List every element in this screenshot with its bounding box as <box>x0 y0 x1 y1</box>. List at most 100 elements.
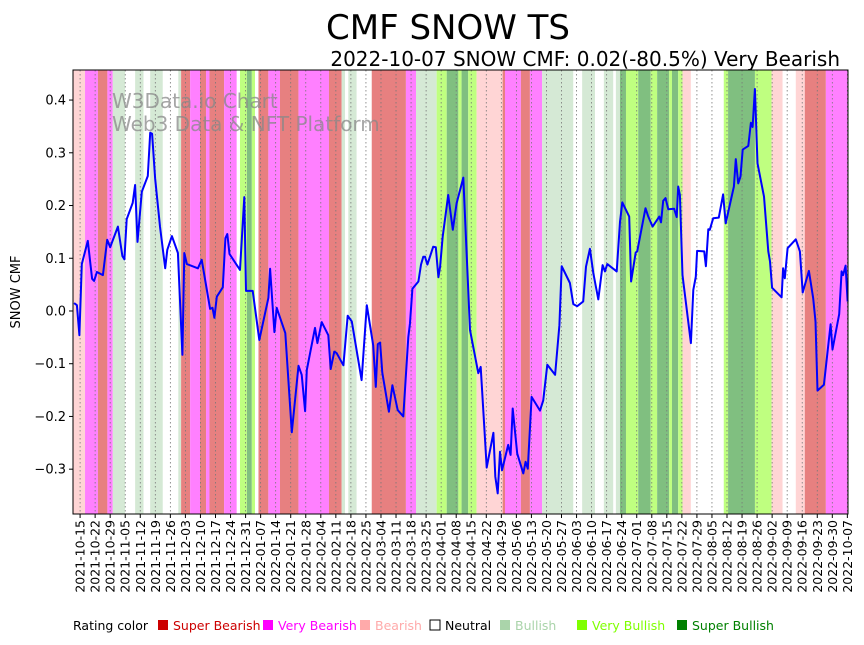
x-tick-label: 2022-05-27 <box>554 520 569 593</box>
x-tick-label: 2022-03-04 <box>373 520 388 593</box>
chart-subtitle: 2022-10-07 SNOW CMF: 0.02(-80.5%) Very B… <box>330 47 840 71</box>
x-tick-label: 2022-05-13 <box>524 520 539 593</box>
cmf-series-line <box>73 88 849 495</box>
rating-band-n <box>573 70 583 514</box>
x-tick-label: 2022-07-15 <box>659 520 674 593</box>
y-tick-label: 0.3 <box>45 146 66 161</box>
rating-band-n <box>162 70 179 514</box>
rating-band-bu <box>542 70 574 514</box>
x-tick-label: 2022-01-07 <box>253 520 268 593</box>
rating-band-sbu <box>619 70 626 514</box>
y-tick-label: 0.2 <box>45 199 66 214</box>
rating-band-bu <box>348 70 357 514</box>
legend-swatch-sbu <box>677 620 687 630</box>
x-tick-label: 2022-07-01 <box>629 520 644 593</box>
rating-band-vbu <box>239 70 247 514</box>
x-tick-label: 2022-04-08 <box>449 520 464 593</box>
x-tick-label: 2021-10-22 <box>88 520 103 593</box>
rating-band-vbu <box>678 70 683 514</box>
rating-band-b <box>73 70 86 514</box>
rating-band-vb <box>190 70 201 514</box>
legend-swatch-n <box>429 619 441 631</box>
rating-band-b <box>476 70 503 514</box>
legend-label-n: Neutral <box>445 618 491 633</box>
x-tick-label: 2022-09-09 <box>780 520 795 593</box>
x-tick-label: 2022-09-23 <box>810 520 825 593</box>
legend-label-bu: Bullish <box>515 618 556 633</box>
y-tick-label: −0.2 <box>34 410 66 425</box>
rating-band-sb <box>258 70 269 514</box>
legend-label-sbu: Super Bullish <box>692 618 774 633</box>
rating-band-sbu <box>728 70 755 514</box>
x-tick-label: 2021-11-19 <box>148 520 163 593</box>
x-tick-label: 2021-12-03 <box>178 520 193 593</box>
x-tick-label: 2021-10-29 <box>103 520 118 593</box>
x-tick-label: 2022-03-11 <box>389 520 404 593</box>
x-tick-label: 2021-12-24 <box>223 520 238 593</box>
rating-bands <box>73 70 848 514</box>
rating-band-vbu <box>436 70 447 514</box>
y-axis-label: SNOW CMF <box>9 256 24 329</box>
rating-band-sb <box>371 70 406 514</box>
rating-band-n <box>690 70 724 514</box>
x-tick-label: 2022-04-15 <box>464 520 479 593</box>
x-tick-label: 2022-03-25 <box>419 520 434 593</box>
x-tick-label: 2022-03-18 <box>404 520 419 593</box>
y-tick-label: 0.4 <box>45 94 66 109</box>
rating-band-bu <box>603 70 614 514</box>
rating-band-n <box>356 70 372 514</box>
legend-swatch-b <box>360 620 370 630</box>
x-tick-label: 2022-04-01 <box>434 520 449 593</box>
rating-band-sbu <box>461 70 469 514</box>
rating-band-sb <box>97 70 108 514</box>
rating-band-sb <box>502 70 505 514</box>
x-tick-label: 2021-12-10 <box>193 520 208 593</box>
x-tick-label: 2022-02-18 <box>343 520 358 593</box>
rating-band-sbu <box>246 70 252 514</box>
rating-band-sb <box>804 70 826 514</box>
x-tick-label: 2022-02-25 <box>358 520 373 593</box>
rating-band-vbu <box>468 70 477 514</box>
rating-band-vbu <box>650 70 658 514</box>
watermark-line-2: Web3 Data & NFT Platform <box>112 112 380 136</box>
x-tick-label: 2022-07-22 <box>674 520 689 593</box>
x-tick-label: 2022-04-29 <box>494 520 509 593</box>
x-tick-label: 2022-01-28 <box>298 520 313 593</box>
rating-band-vb <box>224 70 237 514</box>
x-tick-label: 2021-12-17 <box>208 520 223 593</box>
rating-band-sb <box>328 70 342 514</box>
x-tick-label: 2022-09-16 <box>795 520 810 593</box>
x-tick-label: 2022-02-11 <box>328 520 343 593</box>
rating-band-sbu <box>638 70 651 514</box>
rating-band-sbu <box>657 70 670 514</box>
rating-band-b <box>795 70 805 514</box>
x-tick-label: 2022-08-19 <box>735 520 750 593</box>
rating-band-vbu <box>754 70 772 514</box>
rating-band-bu <box>112 70 126 514</box>
x-tick-label: 2022-10-07 <box>840 520 855 593</box>
rating-band-bu <box>341 70 346 514</box>
rating-band-vb <box>268 70 280 514</box>
rating-band-sbu <box>671 70 679 514</box>
x-tick-label: 2022-04-22 <box>479 520 494 593</box>
x-tick-label: 2022-02-04 <box>313 520 328 593</box>
x-tick-label: 2022-09-02 <box>765 520 780 593</box>
x-tick-label: 2022-06-24 <box>614 520 629 593</box>
x-tick-label: 2022-06-17 <box>599 520 614 593</box>
rating-band-vb <box>405 70 417 514</box>
y-tick-label: −0.3 <box>34 463 66 478</box>
watermark-line-1: W3Data.io Chart <box>112 89 278 113</box>
rating-band-bu <box>150 70 163 514</box>
rating-band-n <box>125 70 136 514</box>
legend-swatch-sb <box>158 620 168 630</box>
legend-swatch-bu <box>500 620 510 630</box>
y-axis: 0.4 0.3 0.2 0.1 0.0 −0.1 −0.2 −0.3 <box>34 94 73 478</box>
rating-band-n <box>143 70 151 514</box>
cmf-line-layer <box>73 88 849 495</box>
rating-band-vb <box>107 70 113 514</box>
x-tick-label: 2022-07-08 <box>644 520 659 593</box>
rating-band-n <box>255 70 259 514</box>
legend-title: Rating color <box>73 618 149 633</box>
rating-band-vbu <box>723 70 729 514</box>
